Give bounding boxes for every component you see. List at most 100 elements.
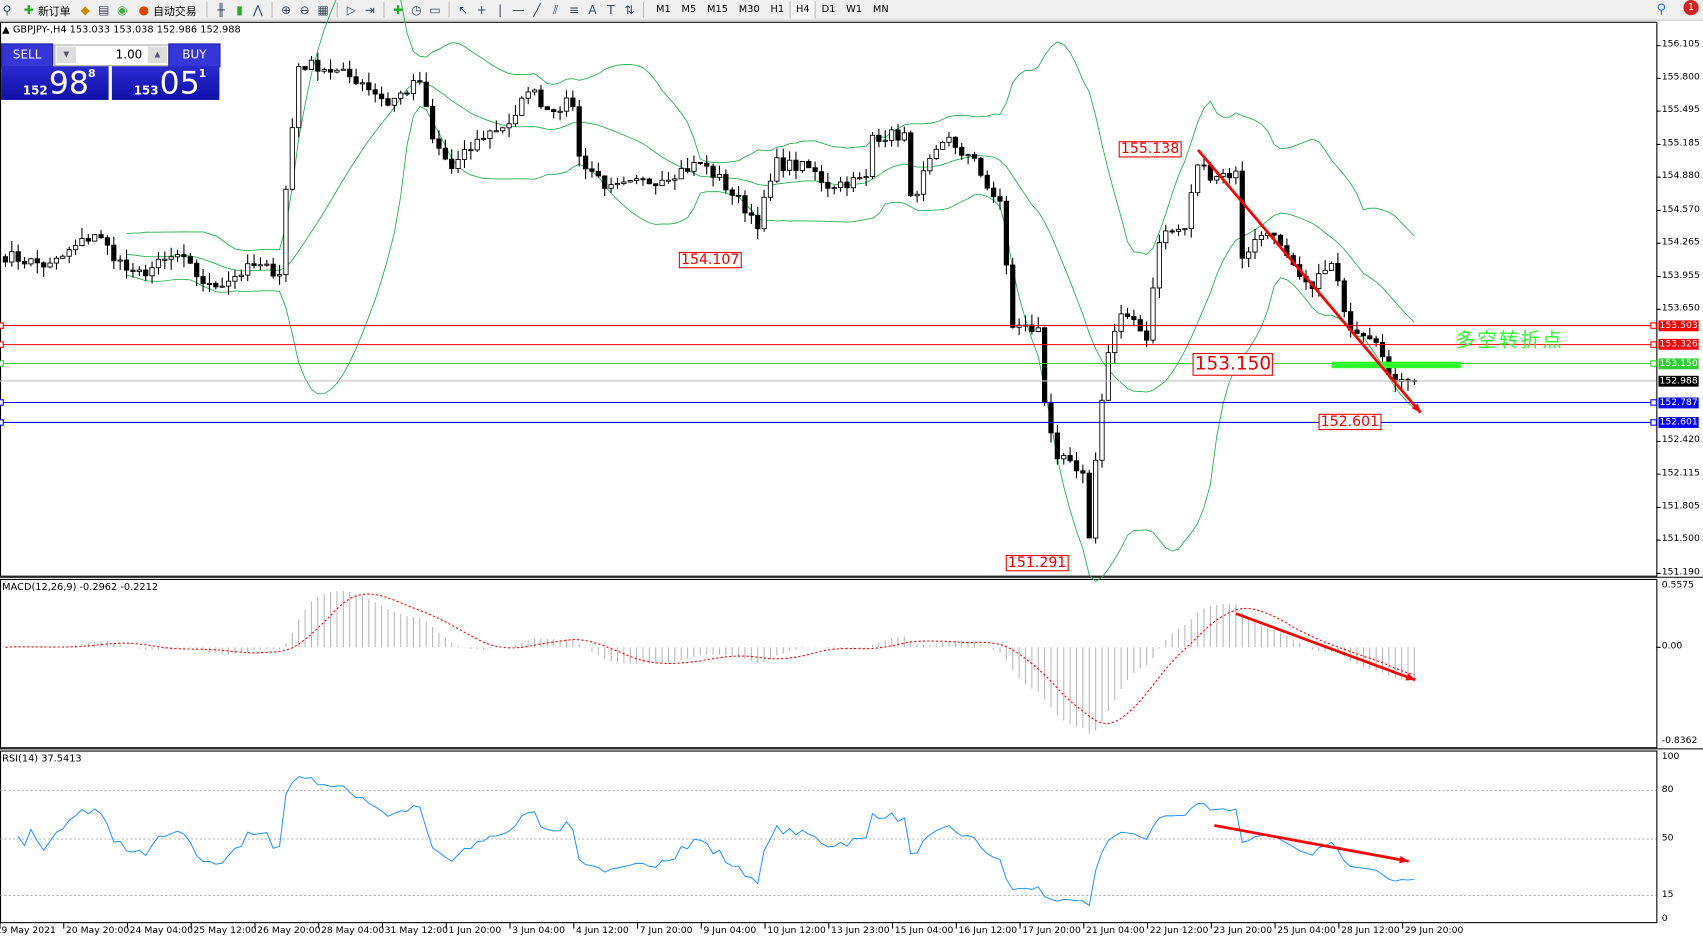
bull-candle [1061, 455, 1067, 460]
notification-badge[interactable]: 1 [1683, 0, 1699, 16]
sell-button[interactable]: SELL [1, 43, 54, 68]
bull-candle [920, 170, 927, 195]
bar-chart-icon[interactable]: ╫ [217, 2, 225, 17]
buy-button[interactable]: BUY [168, 43, 221, 68]
text-icon[interactable]: A [588, 2, 597, 17]
bear-candle [1010, 264, 1016, 328]
timeframe-h1[interactable]: H1 [770, 4, 785, 16]
bear-candle [876, 134, 882, 142]
bull-candle [155, 258, 162, 269]
lot-increase-button[interactable]: ▲ [147, 46, 168, 63]
crosshair-icon[interactable]: + [476, 2, 487, 17]
time-axis-label: 19 May 2021 [0, 925, 56, 936]
bull-candle [1118, 313, 1124, 332]
price-axis-label: 153.650 [1661, 302, 1700, 314]
time-axis-label: 3 Jun 04:00 [512, 925, 565, 936]
bear-candle [423, 81, 429, 107]
zoom-icon[interactable]: ⚲ [2, 2, 12, 17]
bear-candle [213, 283, 219, 288]
bull-candle [1214, 176, 1220, 181]
bear-candle [468, 149, 474, 152]
time-axis-label: 23 Jun 20:00 [1213, 925, 1273, 936]
bull-candle [225, 280, 232, 287]
metaeditor-icon[interactable]: ◆ [80, 2, 90, 17]
bull-candle [117, 259, 123, 262]
macd-axis-label: 0.00 [1661, 640, 1683, 652]
bull-candle [340, 68, 346, 71]
candlestick-icon[interactable]: ▮ [236, 2, 243, 17]
arrows-icon[interactable]: ⇅ [624, 2, 635, 17]
bull-candle [831, 187, 837, 190]
zoom-in-icon[interactable]: ⊕ [281, 2, 292, 17]
zoom-out-icon[interactable]: ⊖ [299, 2, 310, 17]
rsi-line [17, 776, 1415, 907]
divider [448, 2, 450, 18]
buy-price[interactable]: 153 05 1 [111, 64, 220, 101]
timeframe-h4[interactable]: H4 [789, 1, 817, 19]
time-axis-label: 15 Jun 04:00 [894, 925, 954, 936]
level-handle [1650, 419, 1657, 426]
bear-candle [187, 256, 193, 264]
line-chart-icon[interactable]: ⋀ [253, 2, 263, 17]
indicators-icon[interactable]: ✚ [393, 2, 404, 17]
vertical-line-icon[interactable]: | [498, 2, 503, 17]
cursor-icon[interactable]: ↖ [458, 2, 469, 17]
horizontal-line-icon[interactable]: — [512, 2, 525, 17]
bear-candle [697, 161, 703, 164]
timeframe-w1[interactable]: W1 [846, 4, 863, 16]
bear-candle [417, 80, 423, 83]
chart-shift-icon[interactable]: ⇥ [364, 2, 375, 17]
equidistant-channel-icon[interactable]: ⫽ [552, 2, 559, 17]
bull-candle [531, 89, 538, 93]
bear-candle [251, 263, 257, 267]
time-axis-label: 28 May 04:00 [320, 925, 385, 936]
bear-candle [1271, 232, 1277, 236]
price-axis-label: 153.955 [1661, 269, 1700, 281]
new-order-button[interactable]: ✚ 新订单 [18, 1, 73, 18]
bull-candle [557, 110, 563, 113]
price-axis-label: 154.880 [1661, 170, 1700, 182]
auto-trading-button[interactable]: ● 自动交易 [134, 1, 200, 18]
search-icon[interactable]: ⚲ [1656, 1, 1667, 17]
lot-size-input[interactable]: 1.00 [115, 47, 143, 62]
bear-candle [755, 214, 761, 230]
level-handle [0, 322, 4, 329]
timeframe-m1[interactable]: M1 [656, 4, 671, 16]
bear-candle [748, 212, 754, 216]
bb-lower-band [126, 105, 1415, 583]
time-axis-label: 9 Jun 04:00 [703, 925, 757, 936]
level-price-label: 152.787 [1658, 397, 1699, 408]
bear-candle [353, 76, 359, 85]
data-window-icon[interactable]: ▤ [98, 2, 110, 17]
time-axis-label: 26 May 20:00 [257, 925, 321, 936]
bear-candle [959, 146, 965, 156]
templates-icon[interactable]: ▭ [429, 2, 441, 17]
divider [383, 2, 385, 18]
timeframe-m5[interactable]: M5 [681, 4, 697, 16]
auto-scroll-icon[interactable]: ▷ [346, 2, 356, 17]
bear-candle [194, 262, 200, 277]
tile-windows-icon[interactable]: ▦ [317, 2, 329, 17]
bear-candle [1239, 170, 1245, 259]
bull-candle [257, 264, 264, 267]
bull-candle [410, 80, 417, 95]
lot-decrease-button[interactable]: ▼ [56, 46, 77, 63]
timeframe-m30[interactable]: M30 [738, 4, 760, 16]
time-axis-label: 7 Jun 20:00 [639, 925, 693, 936]
periods-icon[interactable]: ◷ [411, 2, 422, 17]
timeframe-d1[interactable]: D1 [821, 4, 836, 16]
text-label-icon[interactable]: T [607, 2, 615, 17]
bull-candle [1188, 192, 1194, 230]
fibonacci-icon[interactable]: ≡ [568, 2, 580, 17]
bull-candle [500, 127, 506, 132]
bear-candle [143, 269, 149, 277]
signals-icon[interactable]: ◉ [116, 2, 128, 17]
timeframe-mn[interactable]: MN [872, 4, 889, 16]
sell-price[interactable]: 152 98 8 [1, 64, 109, 101]
lot-size-stepper[interactable]: ▼ 1.00 ▲ [54, 44, 170, 67]
time-axis-label: 28 Jun 12:00 [1340, 925, 1400, 936]
timeframe-m15[interactable]: M15 [707, 4, 728, 16]
trendline-icon[interactable]: ╱ [533, 2, 541, 17]
bull-candle [149, 267, 155, 277]
